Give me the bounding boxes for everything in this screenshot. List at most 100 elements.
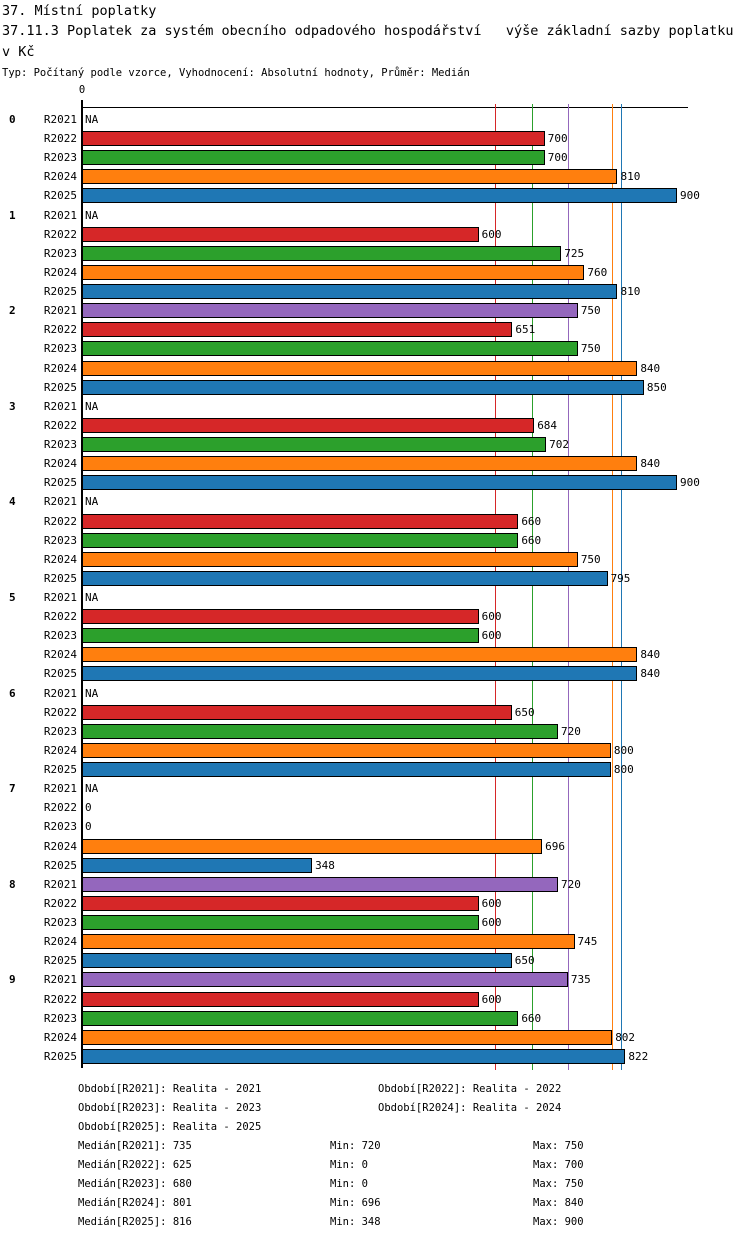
series-row-label: R2021 [43,304,77,318]
bar[interactable] [82,570,608,586]
bar[interactable] [82,475,677,491]
bar[interactable] [82,666,638,682]
series-row-label: R2022 [43,514,77,528]
bar-value-label: 660 [521,1011,542,1025]
bar[interactable] [82,341,578,357]
bar[interactable] [82,704,512,720]
bar-value-label: 900 [679,189,700,203]
bar[interactable] [82,1048,626,1064]
chart-top-axis-line [82,107,688,108]
bar-value-label: 750 [580,552,601,566]
series-row-label: R2021 [43,782,77,796]
legend-median-value: Medián[R2022]: 625 [78,1159,192,1171]
series-row-label: R2025 [43,285,77,299]
bar[interactable] [82,169,618,185]
bar-value-label: 750 [580,342,601,356]
series-row-label: R2022 [43,896,77,910]
bar[interactable] [82,532,519,548]
legend-max-value: Max: 750 [533,1178,584,1190]
series-row-label: R2024 [43,1030,77,1044]
series-row-label: R2025 [43,858,77,872]
series-row-label: R2023 [43,916,77,930]
series-row-label: R2021 [43,208,77,222]
bar[interactable] [82,437,547,453]
bar-value-label: 802 [615,1030,636,1044]
series-row-label: R2021 [43,113,77,126]
legend-period-entry: Období[R2024]: Realita - 2024 [378,1102,562,1114]
bar-value-label: 650 [514,705,535,719]
header-block: 37. Místní poplatky 37.11.3 Poplatek za … [0,0,750,80]
bar-value-label: 651 [515,323,536,337]
legend-stats-row: Medián[R2025]: 816 Min: 348 Max: 900 [0,1215,750,1234]
bar-value-label: 600 [481,227,502,241]
bar-value-label: 800 [613,743,634,757]
bar[interactable] [82,723,558,739]
bar[interactable] [82,360,638,376]
series-row-label: R2025 [43,476,77,490]
bar-value-label: 720 [560,724,581,738]
bar[interactable] [82,284,618,300]
bar-value-label: 735 [570,973,591,987]
bar[interactable] [82,742,611,758]
bar-value-label: 810 [620,285,641,299]
bar[interactable] [82,150,545,166]
legend-max-value: Max: 900 [533,1216,584,1228]
bar-value-label: 745 [577,935,598,949]
bar[interactable] [82,188,677,204]
bar[interactable] [82,456,638,472]
series-row-label: R2023 [43,342,77,356]
median-reference-line [495,104,497,1070]
series-row-label: R2022 [43,132,77,146]
bar[interactable] [82,417,535,433]
group-index-label: 8 [9,877,16,891]
series-row-label: R2025 [43,1049,77,1063]
series-row-label: R2025 [43,763,77,777]
bar[interactable] [82,131,545,147]
bar[interactable] [82,953,512,969]
bar[interactable] [82,991,479,1007]
bar[interactable] [82,322,513,338]
bar-value-label: 650 [514,954,535,968]
group-index-label: 9 [9,973,16,987]
bar[interactable] [82,379,644,395]
series-row-label: R2025 [43,571,77,585]
legend-period-entry: Období[R2021]: Realita - 2021 [78,1083,262,1095]
bar[interactable] [82,551,578,567]
bar-value-label: 348 [315,858,335,872]
bar[interactable] [82,513,519,529]
bar[interactable] [82,1010,519,1026]
bar-value-label: 810 [620,170,641,184]
bar[interactable] [82,609,479,625]
group-index-label: 5 [9,591,16,604]
bar-value-label: 0 [85,801,92,815]
bar[interactable] [82,838,543,854]
bar[interactable] [82,1029,613,1045]
legend-max-value: Max: 750 [533,1140,584,1152]
series-row-label: R2022 [43,323,77,337]
bar[interactable] [82,934,575,950]
bar[interactable] [82,895,479,911]
series-row-label: R2024 [43,839,77,853]
bar[interactable] [82,762,611,778]
bar[interactable] [82,915,479,931]
series-row-label: R2023 [43,629,77,643]
bar-value-na: NA [85,591,99,604]
series-row-label: R2024 [43,648,77,662]
bar[interactable] [82,226,479,242]
bar[interactable] [82,264,585,280]
median-reference-line [611,104,613,1070]
series-row-label: R2022 [43,801,77,815]
bar-value-label: 600 [481,896,502,910]
bar-value-label: 800 [613,763,634,777]
bar[interactable] [82,303,578,319]
bar[interactable] [82,876,558,892]
bar[interactable] [82,857,313,873]
bar-value-label: 600 [481,629,502,643]
bar[interactable] [82,972,568,988]
bar-value-label: 725 [564,246,585,260]
bar[interactable] [82,245,562,261]
bar[interactable] [82,628,479,644]
bar[interactable] [82,647,638,663]
group-index-label: 1 [9,208,16,222]
